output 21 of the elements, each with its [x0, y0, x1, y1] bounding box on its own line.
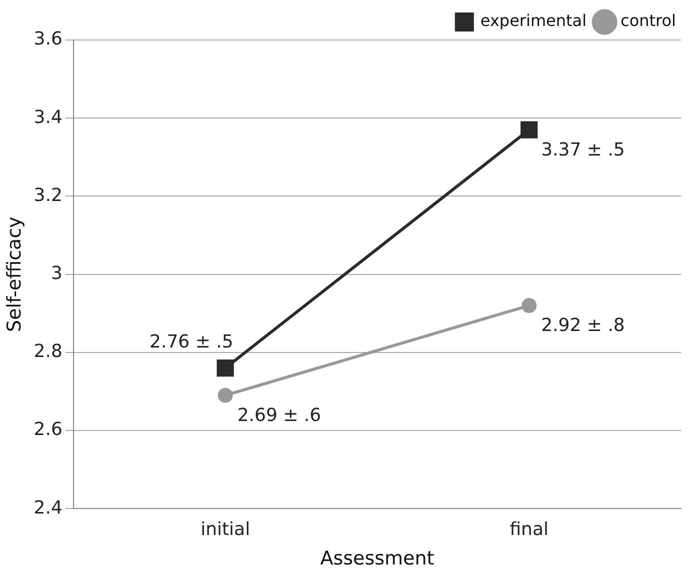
x-axis-title: Assessment [320, 548, 434, 570]
y-tick-label: 3.4 [34, 106, 62, 128]
y-tick-label: 2.6 [34, 419, 62, 440]
point [216, 359, 234, 377]
data-label: 2.92 ± .8 [541, 315, 625, 336]
x-tick-label: initial [200, 519, 250, 540]
legend-label: experimental [480, 11, 587, 30]
point [218, 388, 233, 403]
x-tick-label: final [510, 519, 548, 540]
data-label: 3.37 ± .5 [541, 139, 625, 160]
y-tick-label: 2.8 [34, 341, 62, 362]
data-label: 2.76 ± .5 [150, 332, 234, 353]
data-label: 2.69 ± .6 [237, 405, 322, 426]
y-tick-label: 3.2 [34, 184, 62, 206]
legend-label: control [620, 11, 676, 30]
y-tick-label: 3.6 [34, 28, 62, 50]
y-tick-label: 2.4 [34, 497, 62, 518]
point [520, 121, 538, 138]
y-tick-label: 3 [50, 262, 62, 284]
y-axis-title: Self-efficacy [3, 216, 26, 332]
point [522, 298, 537, 314]
